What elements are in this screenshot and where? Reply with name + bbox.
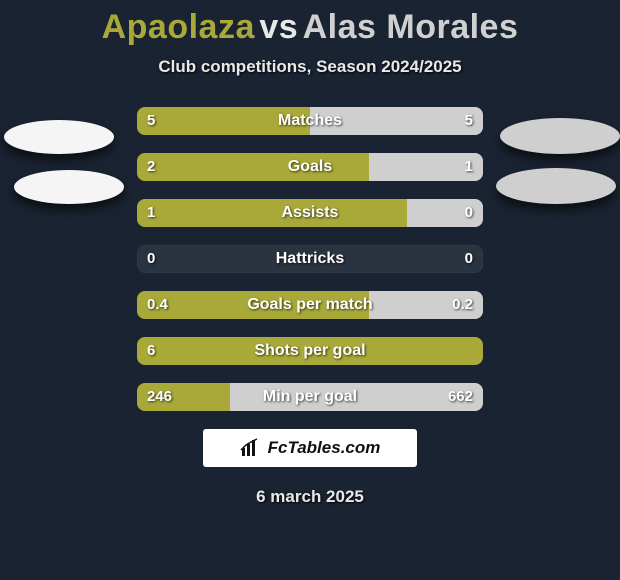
subtitle: Club competitions, Season 2024/2025 [0, 57, 620, 77]
brand-chart-icon [240, 438, 262, 458]
player1-value: 2 [147, 153, 155, 181]
player1-avatar-placeholder-1 [4, 120, 114, 154]
player1-avatar-placeholder-2 [14, 170, 124, 204]
stat-row: 0.40.2Goals per match [137, 291, 483, 319]
player2-name: Alas Morales [303, 8, 519, 46]
stat-row: 10Assists [137, 199, 483, 227]
vs-text: vs [259, 8, 298, 46]
player2-value: 0.2 [452, 291, 473, 319]
stat-row: 6Shots per goal [137, 337, 483, 365]
player2-avatar-placeholder-2 [496, 168, 616, 204]
stat-row: 55Matches [137, 107, 483, 135]
player2-bar-fill [230, 383, 483, 411]
player2-value: 0 [465, 245, 473, 273]
stat-label: Hattricks [137, 245, 483, 273]
stat-row: 246662Min per goal [137, 383, 483, 411]
player2-value: 1 [465, 153, 473, 181]
brand-badge: FcTables.com [203, 429, 417, 467]
player1-name: Apaolaza [102, 8, 255, 46]
player1-bar-fill [137, 199, 407, 227]
player2-avatar-placeholder-1 [500, 118, 620, 154]
player2-value: 5 [465, 107, 473, 135]
player1-value: 6 [147, 337, 155, 365]
player1-value: 0 [147, 245, 155, 273]
brand-text: FcTables.com [268, 438, 381, 458]
stat-bars: 55Matches21Goals10Assists00Hattricks0.40… [137, 107, 483, 411]
player2-bar-fill [310, 107, 483, 135]
comparison-title: Apaolaza vs Alas Morales [0, 0, 620, 47]
stat-row: 0 0Hattricks [137, 245, 483, 273]
player1-value: 0.4 [147, 291, 168, 319]
player1-bar-fill [137, 107, 310, 135]
player1-bar-fill [137, 337, 483, 365]
stat-row: 21Goals [137, 153, 483, 181]
player1-value: 246 [147, 383, 172, 411]
player1-bar-fill [137, 291, 369, 319]
player2-value: 662 [448, 383, 473, 411]
player2-value: 0 [465, 199, 473, 227]
player1-value: 1 [147, 199, 155, 227]
player1-value: 5 [147, 107, 155, 135]
player1-bar-fill [137, 153, 369, 181]
date-text: 6 march 2025 [0, 487, 620, 507]
